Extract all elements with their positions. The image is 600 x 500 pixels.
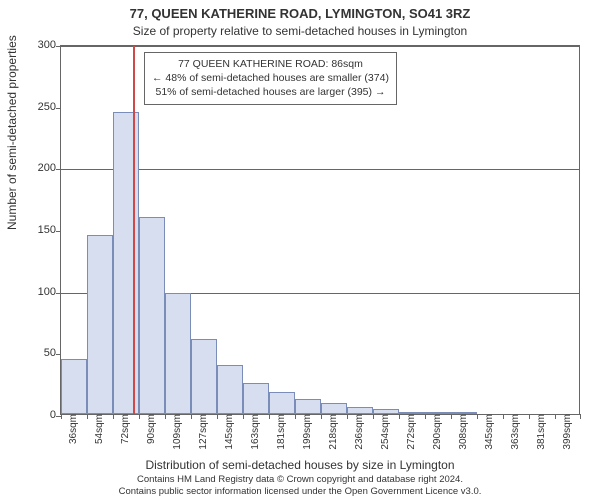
x-tick-label: 290sqm bbox=[428, 414, 443, 450]
x-tick-label: 90sqm bbox=[142, 414, 157, 444]
y-tick-mark bbox=[56, 46, 61, 47]
caption-line: Contains HM Land Registry data © Crown c… bbox=[137, 474, 463, 485]
x-tick-label: 181sqm bbox=[272, 414, 287, 450]
histogram-bar bbox=[217, 365, 243, 414]
x-tick-label: 363sqm bbox=[506, 414, 521, 450]
x-tick-mark bbox=[503, 414, 504, 419]
y-tick-label: 50 bbox=[16, 347, 56, 359]
y-tick-mark bbox=[56, 293, 61, 294]
x-tick-label: 145sqm bbox=[220, 414, 235, 450]
reference-line bbox=[133, 46, 135, 414]
x-tick-label: 199sqm bbox=[298, 414, 313, 450]
x-tick-label: 308sqm bbox=[454, 414, 469, 450]
x-tick-mark bbox=[217, 414, 218, 419]
chart-title: 77, QUEEN KATHERINE ROAD, LYMINGTON, SO4… bbox=[0, 6, 600, 21]
x-tick-label: 218sqm bbox=[324, 414, 339, 450]
histogram-bar bbox=[191, 339, 217, 414]
histogram-bar bbox=[87, 235, 113, 414]
x-tick-label: 72sqm bbox=[116, 414, 131, 444]
y-tick-mark bbox=[56, 231, 61, 232]
y-tick-label: 250 bbox=[16, 101, 56, 113]
x-tick-mark bbox=[451, 414, 452, 419]
x-tick-mark bbox=[87, 414, 88, 419]
x-tick-mark bbox=[425, 414, 426, 419]
x-tick-mark bbox=[529, 414, 530, 419]
x-tick-mark bbox=[165, 414, 166, 419]
x-tick-mark bbox=[295, 414, 296, 419]
x-tick-label: 127sqm bbox=[194, 414, 209, 450]
y-tick-mark bbox=[56, 354, 61, 355]
x-tick-mark bbox=[243, 414, 244, 419]
y-tick-label: 100 bbox=[16, 286, 56, 298]
annotation-box: 77 QUEEN KATHERINE ROAD: 86sqm← 48% of s… bbox=[144, 52, 397, 105]
x-tick-mark bbox=[373, 414, 374, 419]
x-tick-label: 36sqm bbox=[64, 414, 79, 444]
histogram-bar bbox=[139, 217, 165, 414]
x-tick-mark bbox=[399, 414, 400, 419]
histogram-bar bbox=[243, 383, 269, 414]
x-tick-mark bbox=[555, 414, 556, 419]
x-tick-mark bbox=[269, 414, 270, 419]
histogram-bar bbox=[269, 392, 295, 414]
x-tick-mark bbox=[61, 414, 62, 419]
histogram-bar bbox=[165, 293, 191, 414]
chart-subtitle: Size of property relative to semi-detach… bbox=[0, 24, 600, 38]
y-tick-label: 0 bbox=[16, 409, 56, 421]
histogram-bar bbox=[347, 407, 373, 414]
caption-line: Contains public sector information licen… bbox=[119, 486, 482, 497]
y-tick-container: 050100150200250300 bbox=[0, 45, 60, 415]
y-tick-mark bbox=[56, 108, 61, 109]
x-tick-label: 254sqm bbox=[376, 414, 391, 450]
x-tick-label: 381sqm bbox=[532, 414, 547, 450]
x-tick-label: 54sqm bbox=[90, 414, 105, 444]
histogram-bar bbox=[321, 403, 347, 414]
annotation-line: 51% of semi-detached houses are larger (… bbox=[152, 85, 389, 99]
x-tick-mark bbox=[139, 414, 140, 419]
x-tick-label: 236sqm bbox=[350, 414, 365, 450]
x-tick-mark bbox=[191, 414, 192, 419]
y-tick-mark bbox=[56, 169, 61, 170]
x-tick-mark bbox=[580, 414, 581, 419]
y-tick-label: 150 bbox=[16, 224, 56, 236]
x-tick-label: 163sqm bbox=[246, 414, 261, 450]
x-axis-label: Distribution of semi-detached houses by … bbox=[0, 458, 600, 472]
x-tick-mark bbox=[321, 414, 322, 419]
x-tick-label: 345sqm bbox=[480, 414, 495, 450]
chart-container: 77, QUEEN KATHERINE ROAD, LYMINGTON, SO4… bbox=[0, 0, 600, 500]
x-tick-mark bbox=[113, 414, 114, 419]
x-tick-label: 109sqm bbox=[168, 414, 183, 450]
histogram-bar bbox=[61, 359, 87, 415]
annotation-line: ← 48% of semi-detached houses are smalle… bbox=[152, 71, 389, 85]
x-tick-mark bbox=[347, 414, 348, 419]
plot-area: 36sqm54sqm72sqm90sqm109sqm127sqm145sqm16… bbox=[60, 45, 580, 415]
chart-caption: Contains HM Land Registry data © Crown c… bbox=[0, 474, 600, 498]
gridline bbox=[61, 46, 579, 47]
histogram-bar bbox=[295, 399, 321, 414]
y-tick-label: 300 bbox=[16, 39, 56, 51]
x-tick-label: 399sqm bbox=[558, 414, 573, 450]
annotation-line: 77 QUEEN KATHERINE ROAD: 86sqm bbox=[152, 57, 389, 71]
x-tick-label: 272sqm bbox=[402, 414, 417, 450]
y-tick-label: 200 bbox=[16, 162, 56, 174]
x-tick-mark bbox=[477, 414, 478, 419]
